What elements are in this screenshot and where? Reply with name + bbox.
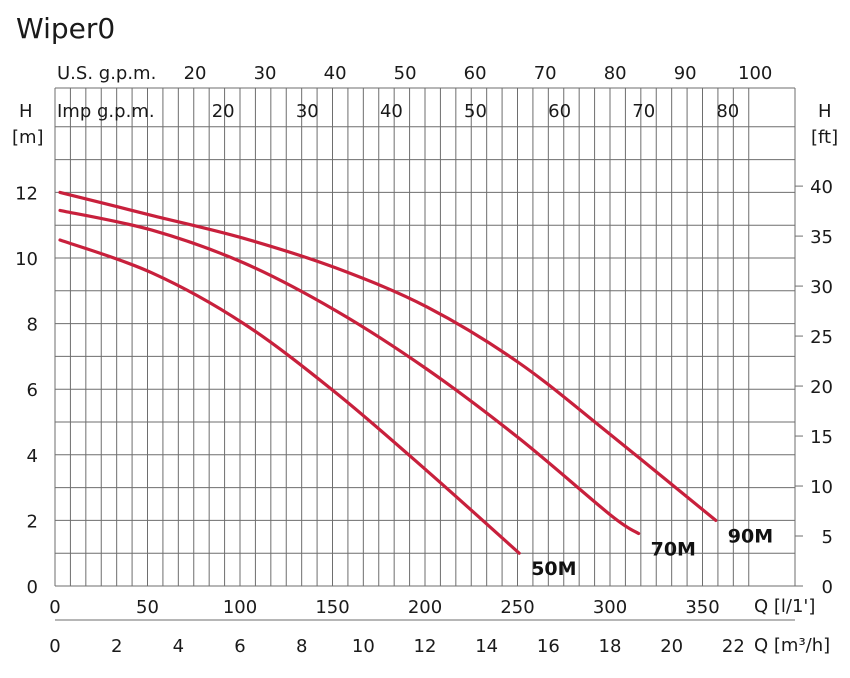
- x2-tick-label: 16: [537, 636, 560, 657]
- x-tick-label: 300: [593, 597, 627, 618]
- y-tick-label: 12: [15, 183, 38, 204]
- y-right-tick-label: 35: [810, 227, 833, 248]
- y-right-tick-label: 15: [810, 427, 833, 448]
- y-right-tick-label: 5: [822, 527, 833, 548]
- x2-tick-label: 22: [722, 636, 745, 657]
- us-gpm-tick-label: 50: [394, 63, 417, 84]
- y-left-label: H: [19, 101, 33, 122]
- chart-title: Wiper0: [16, 12, 115, 45]
- us-gpm-tick-label: 100: [738, 63, 772, 84]
- x2-unit-label: Q [m³/h]: [754, 635, 830, 656]
- x2-tick-label: 6: [234, 636, 245, 657]
- x-tick-label: 100: [223, 597, 257, 618]
- imp-gpm-label: Imp g.p.m.: [57, 101, 155, 122]
- imp-gpm-tick-label: 80: [716, 101, 739, 122]
- y-tick-label: 6: [27, 380, 38, 401]
- x2-tick-label: 4: [173, 636, 184, 657]
- x2-tick-label: 8: [296, 636, 307, 657]
- y-left-unit: [m]: [12, 127, 44, 148]
- curve-70m: [58, 208, 641, 536]
- us-gpm-tick-label: 20: [184, 63, 207, 84]
- chart-curves: [58, 190, 718, 555]
- y-right-tick-label: 20: [810, 377, 833, 398]
- x-tick-label: 50: [136, 597, 159, 618]
- imp-gpm-tick-label: 60: [548, 101, 571, 122]
- y-tick-label: 10: [15, 249, 38, 270]
- x-tick-label: 200: [408, 597, 442, 618]
- curve-label-70m: 70M: [651, 539, 696, 561]
- y-tick-label: 4: [27, 446, 38, 467]
- imp-gpm-tick-label: 30: [296, 101, 319, 122]
- x-tick-label: 150: [315, 597, 349, 618]
- us-gpm-tick-label: 80: [604, 63, 627, 84]
- y-right-tick-label: 25: [810, 327, 833, 348]
- curve-label-90m: 90M: [728, 525, 773, 547]
- curve-50m: [58, 238, 521, 555]
- curve-label-50m: 50M: [531, 558, 576, 580]
- us-gpm-tick-label: 40: [324, 63, 347, 84]
- y-right-unit: [ft]: [811, 127, 838, 148]
- y-tick-label: 2: [27, 511, 38, 532]
- x2-tick-label: 18: [599, 636, 622, 657]
- x-tick-label: 250: [500, 597, 534, 618]
- x2-tick-label: 0: [49, 636, 60, 657]
- y-right-label: H: [818, 101, 832, 122]
- x2-tick-label: 20: [660, 636, 683, 657]
- imp-gpm-tick-label: 40: [380, 101, 403, 122]
- chart-grid: [54, 87, 803, 621]
- imp-gpm-tick-label: 20: [212, 101, 235, 122]
- us-gpm-tick-label: 60: [464, 63, 487, 84]
- curve-90m: [58, 190, 718, 522]
- x-tick-label: 0: [49, 597, 60, 618]
- y-right-tick-label: 40: [810, 177, 833, 198]
- y-right-tick-label: 10: [810, 477, 833, 498]
- imp-gpm-tick-label: 50: [464, 101, 487, 122]
- x2-tick-label: 14: [475, 636, 498, 657]
- us-gpm-tick-label: 70: [534, 63, 557, 84]
- y-right-tick-label: 30: [810, 277, 833, 298]
- us-gpm-tick-label: 30: [254, 63, 277, 84]
- us-gpm-label: U.S. g.p.m.: [57, 63, 156, 84]
- y-right-tick-label: 0: [822, 577, 833, 598]
- x2-tick-label: 2: [111, 636, 122, 657]
- x2-tick-label: 12: [414, 636, 437, 657]
- y-tick-label: 8: [27, 315, 38, 336]
- us-gpm-tick-label: 90: [674, 63, 697, 84]
- y-tick-label: 0: [27, 577, 38, 598]
- x-unit-label: Q [l/1']: [754, 596, 815, 617]
- x-tick-label: 350: [685, 597, 719, 618]
- imp-gpm-tick-label: 70: [632, 101, 655, 122]
- x2-tick-label: 10: [352, 636, 375, 657]
